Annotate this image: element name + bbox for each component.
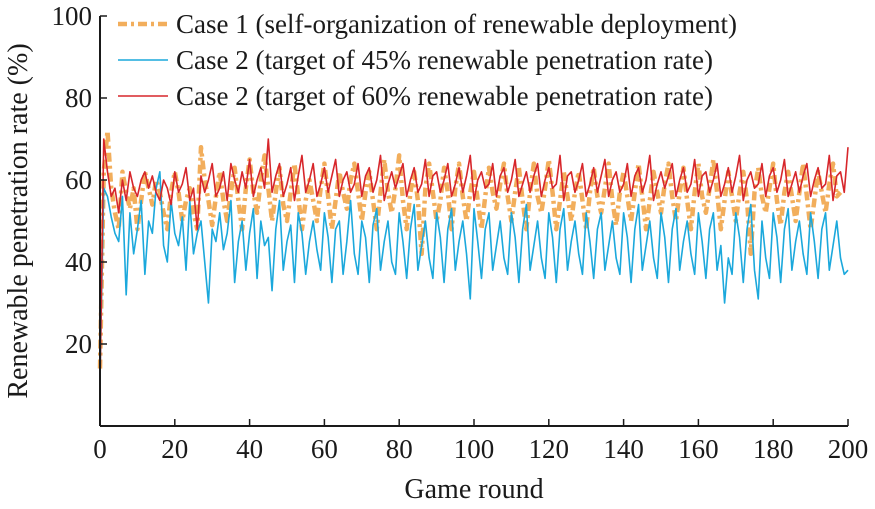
series-line-3 (99, 138, 849, 386)
x-tick-label: 40 (236, 434, 263, 464)
series-line-1 (97, 128, 843, 369)
y-tick-label: 40 (65, 247, 92, 277)
x-tick-label: 180 (753, 434, 794, 464)
y-tick-label: 20 (65, 329, 92, 359)
legend: Case 1 (self-organization of renewable d… (118, 9, 737, 111)
x-tick-label: 160 (678, 434, 719, 464)
legend-label-1: Case 1 (self-organization of renewable d… (176, 9, 737, 39)
y-tick-label: 80 (65, 83, 92, 113)
series-line-2 (99, 171, 849, 377)
x-tick-label: 60 (311, 434, 338, 464)
series-lines (97, 128, 849, 386)
x-tick-label: 140 (603, 434, 644, 464)
x-axis-label: Game round (404, 474, 543, 505)
y-axis-label: Renewable penetration rate (%) (3, 43, 34, 398)
x-tick-label: 100 (454, 434, 495, 464)
y-ticks: 20 40 60 80 100 (52, 1, 107, 359)
legend-label-2: Case 2 (target of 45% renewable penetrat… (176, 45, 713, 75)
x-tick-label: 0 (93, 434, 107, 464)
x-tick-label: 200 (828, 434, 869, 464)
x-ticks: 0 20 40 60 80 100 120 140 160 180 200 (93, 419, 868, 464)
y-tick-label: 60 (65, 165, 92, 195)
x-tick-label: 20 (161, 434, 188, 464)
y-tick-label: 100 (52, 1, 93, 31)
x-tick-label: 120 (529, 434, 570, 464)
legend-label-3: Case 2 (target of 60% renewable penetrat… (176, 81, 713, 111)
x-tick-label: 80 (386, 434, 413, 464)
